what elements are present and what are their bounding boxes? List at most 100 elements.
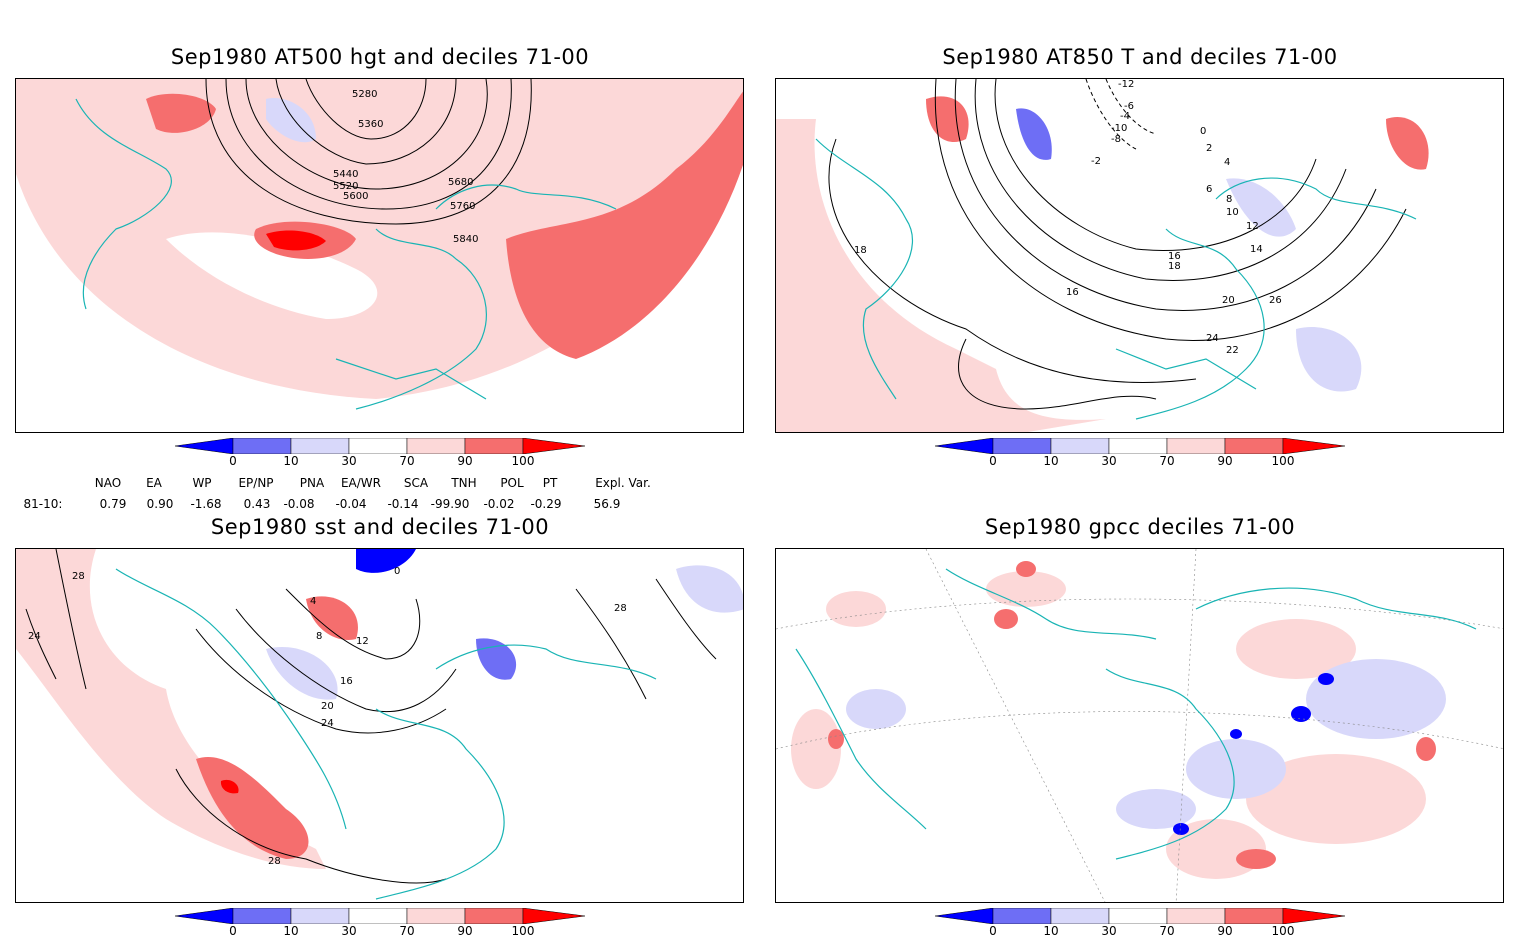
- colorbar-tick: 0: [229, 924, 237, 938]
- colorbar-tick: 10: [283, 454, 299, 468]
- contour-label: 0: [1200, 126, 1206, 137]
- contour-label: 28: [72, 571, 85, 582]
- contour-label: 26: [1269, 295, 1282, 306]
- colorbar-tick: 90: [1217, 924, 1233, 938]
- contour-label: 28: [614, 603, 627, 614]
- contour-label: -6: [1124, 101, 1134, 112]
- map-hgt500-svg: 5280 5360 5440 5520 5600 5680 5760 5840: [16, 79, 743, 410]
- colorbar-tick: 10: [283, 924, 299, 938]
- coastlines: [115, 568, 657, 900]
- index-value: -0.29: [530, 497, 562, 511]
- index-value: 0.43: [243, 497, 271, 511]
- contour-label: 5760: [450, 201, 475, 212]
- index-value: 0.79: [99, 497, 127, 511]
- colorbar-tick: 90: [1217, 454, 1233, 468]
- colorbar-swatches: [174, 907, 586, 925]
- colorbar-t850: 0 10 30 70 90 100: [934, 437, 1346, 472]
- contour-label: 16: [340, 676, 353, 687]
- decile-mid-blue-black-sea: [476, 638, 517, 680]
- contour-label: -10: [1111, 123, 1127, 134]
- index-header: WP: [192, 476, 212, 490]
- index-header: Expl. Var.: [595, 476, 651, 490]
- contour-label: 24: [28, 631, 41, 642]
- decile-mid-red-canada: [926, 96, 969, 143]
- contour-label: 5440: [333, 169, 358, 180]
- map-gpcc-svg: [776, 549, 1503, 902]
- contour-label: 2: [1206, 143, 1212, 154]
- decile-normal-region: [166, 232, 378, 319]
- colorbar-tick: 100: [1271, 924, 1295, 938]
- index-value: -0.04: [335, 497, 367, 511]
- contour-label: 8: [316, 631, 322, 642]
- index-value: -0.08: [283, 497, 315, 511]
- contour-label: 14: [1250, 244, 1263, 255]
- temperature-contours: [828, 79, 1407, 410]
- colorbar-tick: 70: [399, 454, 415, 468]
- contour-label: 20: [1222, 295, 1235, 306]
- colorbar-tick: 30: [341, 924, 357, 938]
- contour-label: 22: [1226, 345, 1239, 356]
- contour-label: 5360: [358, 119, 383, 130]
- colorbar-swatches: [934, 437, 1346, 455]
- decile-mid-red-patches: [828, 561, 1436, 869]
- decile-mid-red-canada: [146, 93, 216, 133]
- coastlines: [815, 138, 1417, 420]
- map-t850-svg: -12 -6 -4 -10 -8 -2 0 2 4 6 8 10 12 14 1…: [776, 79, 1429, 432]
- decile-dark-blue-arctic: [356, 549, 416, 573]
- graticule: [776, 549, 1503, 902]
- colorbar-swatches: [174, 437, 586, 455]
- contour-label: 12: [356, 636, 369, 647]
- index-header: NAO: [94, 476, 122, 490]
- contour-label: 28: [268, 856, 281, 867]
- colorbar-tick: 70: [1159, 454, 1175, 468]
- panel-title-t850: Sep1980 AT850 T and deciles 71-00: [942, 45, 1338, 69]
- colorbar-hgt500: 0 10 30 70 90 100: [174, 437, 586, 472]
- index-value: 0.90: [146, 497, 174, 511]
- colorbar-tick: 100: [511, 454, 535, 468]
- panel-title-hgt500: Sep1980 AT500 hgt and deciles 71-00: [170, 45, 590, 69]
- contour-label: 18: [1168, 261, 1181, 272]
- contour-label: 5280: [352, 89, 377, 100]
- index-header: EP/NP: [238, 476, 274, 490]
- contour-label: 24: [1206, 333, 1219, 344]
- colorbar-tick: 10: [1043, 924, 1059, 938]
- index-header: EA/WR: [340, 476, 382, 490]
- colorbar-gpcc: 0 10 30 70 90 100: [934, 907, 1346, 942]
- colorbar-sst: 0 10 30 70 90 100: [174, 907, 586, 942]
- index-value: -0.02: [483, 497, 515, 511]
- contour-label: 6: [1206, 184, 1212, 195]
- map-gpcc: [775, 548, 1504, 903]
- contour-label: 18: [854, 245, 867, 256]
- index-value: -1.68: [190, 497, 222, 511]
- contour-label: 5680: [448, 177, 473, 188]
- contour-label: 12: [1246, 221, 1259, 232]
- contour-label: -12: [1118, 79, 1134, 90]
- contour-label: 5840: [453, 234, 478, 245]
- contour-label: 4: [310, 596, 316, 607]
- map-sst: 28 24 0 4 8 12 16 20 24 28 28: [15, 548, 744, 903]
- colorbar-tick: 100: [1271, 454, 1295, 468]
- temperature-negative-contours: [1085, 79, 1157, 150]
- decile-dark-blue-patches: [1173, 673, 1334, 835]
- index-header: TNH: [451, 476, 477, 490]
- contour-label: 24: [321, 718, 334, 729]
- colorbar-tick: 0: [229, 454, 237, 468]
- contour-label: -2: [1091, 156, 1101, 167]
- colorbar-tick: 0: [989, 454, 997, 468]
- index-header: SCA: [403, 476, 429, 490]
- colorbar-tick: 70: [1159, 924, 1175, 938]
- map-t850: -12 -6 -4 -10 -8 -2 0 2 4 6 8 10 12 14 1…: [775, 78, 1504, 433]
- contour-label: 10: [1226, 207, 1239, 218]
- contour-label: 5520: [333, 181, 358, 192]
- colorbar-swatches: [934, 907, 1346, 925]
- map-hgt500: 5280 5360 5440 5520 5600 5680 5760 5840: [15, 78, 744, 433]
- colorbar-tick: 70: [399, 924, 415, 938]
- colorbar-tick: 30: [341, 454, 357, 468]
- index-header: POL: [500, 476, 524, 490]
- colorbar-tick: 30: [1101, 924, 1117, 938]
- map-sst-svg: 28 24 0 4 8 12 16 20 24 28 28: [16, 549, 743, 900]
- contour-label: 5600: [343, 191, 368, 202]
- decile-mid-red-pacific: [1386, 117, 1429, 170]
- coastlines: [75, 98, 617, 410]
- decile-mid-red-labrador: [306, 596, 358, 640]
